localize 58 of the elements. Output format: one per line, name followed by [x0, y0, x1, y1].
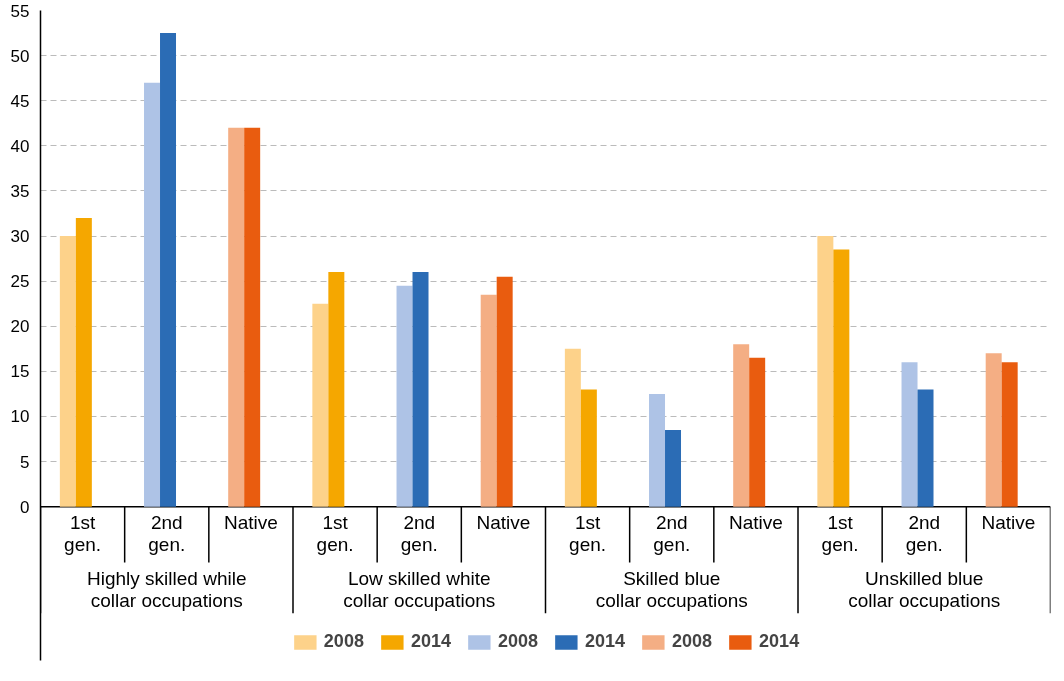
bar	[228, 127, 245, 507]
x-tick-label: 2nd gen.	[400, 512, 438, 556]
bar	[665, 430, 682, 507]
x-tick-label: Native	[223, 512, 278, 534]
text: Highly skilled while collar occupations	[87, 568, 247, 612]
bar	[917, 389, 934, 507]
y-tick-label: 5	[20, 452, 30, 472]
bar	[480, 294, 497, 507]
bar	[564, 348, 581, 507]
bar	[580, 389, 597, 507]
y-tick-label: 25	[10, 272, 30, 292]
x-tick-label: 1st gen.	[316, 512, 354, 556]
y-tick-label: 50	[10, 46, 30, 66]
legend-label: 2014	[759, 631, 800, 652]
y-tick-label: 20	[10, 317, 30, 337]
bar	[733, 344, 750, 507]
text: Skilled blue collar occupations	[595, 568, 748, 612]
bar	[985, 353, 1002, 507]
bar	[75, 217, 92, 507]
x-tick-label: 2nd gen.	[905, 512, 943, 556]
bar	[833, 249, 850, 507]
x-tick-label: 1st gen.	[569, 512, 607, 556]
legend-label: 2008	[497, 631, 538, 652]
y-tick-label: 0	[20, 497, 30, 517]
legend-label: 2014	[410, 631, 451, 652]
x-tick-label: 1st gen.	[821, 512, 859, 556]
y-tick-label: 30	[10, 227, 30, 247]
y-tick-label: 55	[10, 1, 30, 21]
legend-label: 2008	[672, 631, 713, 652]
y-tick-label: 10	[10, 407, 30, 427]
y-tick-label: 45	[10, 91, 30, 111]
text: Unskilled blue collar occupations	[848, 568, 1001, 612]
bar	[749, 357, 766, 507]
bar	[312, 303, 329, 507]
bar	[59, 236, 76, 507]
bar	[496, 276, 513, 507]
x-tick-label: 2nd gen.	[653, 512, 691, 556]
x-tick-label: Native	[728, 512, 783, 534]
legend-label: 2014	[585, 631, 626, 652]
bar	[412, 272, 429, 507]
legend-label: 2008	[323, 631, 364, 652]
y-tick-label: 40	[10, 136, 30, 156]
bar	[1001, 362, 1018, 507]
x-tick-label: Native	[476, 512, 531, 534]
bar	[328, 272, 345, 507]
bar	[817, 236, 834, 507]
bar	[901, 362, 918, 507]
y-tick-label: 15	[10, 362, 30, 382]
bar	[144, 82, 161, 507]
text: Low skilled white collar occupations	[343, 568, 496, 612]
bar	[649, 393, 666, 507]
bar	[396, 285, 413, 507]
y-tick-label: 35	[10, 181, 30, 201]
x-tick-label: 2nd gen.	[148, 512, 186, 556]
x-tick-label: Native	[981, 512, 1036, 534]
bar	[244, 127, 261, 507]
bar	[160, 33, 177, 507]
x-tick-label: 1st gen.	[64, 512, 102, 556]
